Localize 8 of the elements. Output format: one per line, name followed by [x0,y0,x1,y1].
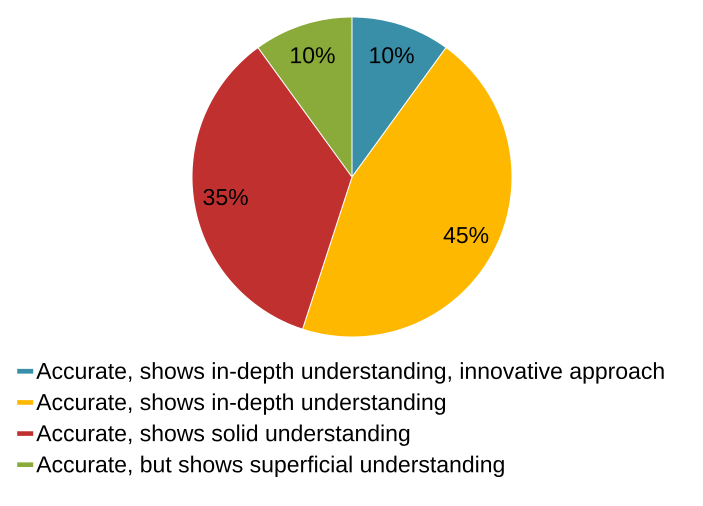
data-label: 45% [444,227,488,244]
data-label: 35% [203,188,248,206]
legend-label: Accurate, shows in-depth understanding, innovative approach [36,362,664,384]
legend-label: Accurate, shows solid understanding [36,424,410,446]
data-label: 10% [291,47,335,64]
legend-label: Accurate, but shows superficial understanding [36,456,504,478]
data-label: 10% [370,47,414,64]
legend-label: Accurate, shows in-depth understanding [36,393,446,415]
